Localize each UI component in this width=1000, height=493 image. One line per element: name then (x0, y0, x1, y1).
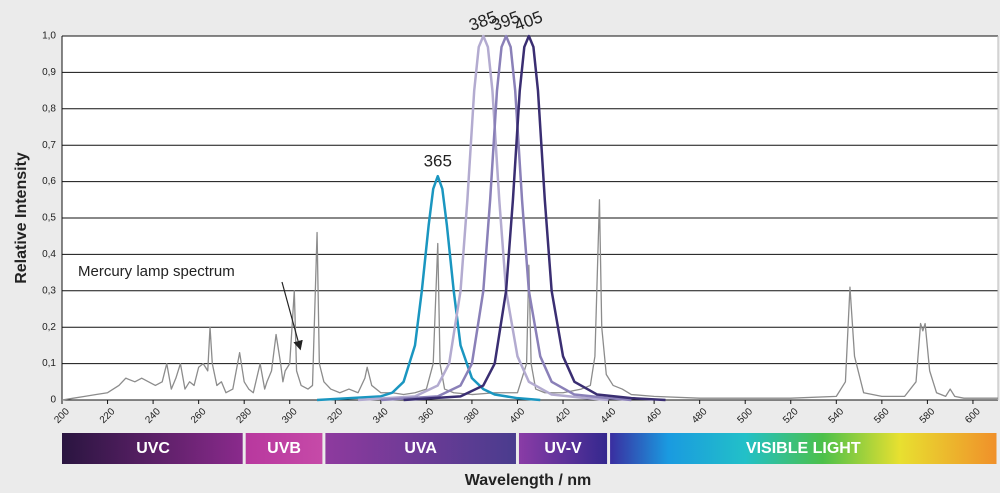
y-tick-label: 0,1 (42, 358, 56, 369)
x-tick-label: 220 (98, 406, 118, 426)
x-tick-label: 560 (872, 406, 892, 426)
y-tick-label: 0,4 (42, 249, 56, 260)
series-annotation: Mercury lamp spectrum (78, 263, 235, 280)
series-line (357, 34, 609, 402)
x-tick-label: 320 (326, 406, 346, 426)
y-tick-label: 0 (50, 395, 56, 406)
y-axis-label: Relative Intensity (13, 152, 30, 284)
region-band (518, 433, 608, 464)
y-tick-label: 0,8 (42, 103, 56, 114)
x-tick-label: 540 (827, 406, 847, 426)
x-tick-label: 340 (371, 406, 391, 426)
y-tick-label: 0,6 (42, 176, 56, 187)
y-tick-label: 0,2 (42, 322, 56, 333)
x-tick-label: 580 (918, 406, 938, 426)
series-line (316, 174, 541, 402)
series-line (403, 34, 666, 402)
x-tick-label: 400 (508, 406, 528, 426)
x-tick-label: 460 (644, 406, 664, 426)
x-tick-label: 280 (235, 406, 255, 426)
series-line (61, 199, 998, 401)
x-tick-label: 380 (462, 406, 482, 426)
x-tick-label: 500 (736, 406, 756, 426)
x-tick-label: 240 (143, 406, 163, 426)
region-label: VISIBLE LIGHT (746, 440, 861, 457)
series-line (380, 34, 632, 402)
annotation-arrow (281, 281, 303, 351)
x-tick-label: 260 (189, 406, 209, 426)
region-band (62, 433, 243, 464)
x-tick-label: 360 (417, 406, 437, 426)
region-label: UVC (136, 440, 170, 457)
x-tick-label: 300 (280, 406, 300, 426)
x-tick-label: 440 (599, 406, 619, 426)
y-tick-label: 0,3 (42, 285, 56, 296)
x-tick-label: 520 (781, 406, 801, 426)
x-tick-label: 200 (52, 406, 72, 426)
y-tick-label: 0,9 (42, 67, 56, 78)
region-label: UVA (404, 440, 437, 457)
region-band (245, 433, 323, 464)
region-label: UV-V (544, 440, 582, 457)
region-band (325, 433, 516, 464)
region-band (610, 433, 997, 464)
x-tick-label: 600 (963, 406, 983, 426)
peak-label: 365 (424, 152, 452, 171)
x-axis-label: Wavelength / nm (465, 472, 592, 489)
region-label: UVB (267, 440, 301, 457)
y-tick-label: 0,7 (42, 140, 56, 151)
y-tick-label: 0,5 (42, 213, 56, 224)
y-tick-label: 1,0 (42, 31, 56, 42)
x-tick-label: 420 (553, 406, 573, 426)
x-tick-label: 480 (690, 406, 710, 426)
